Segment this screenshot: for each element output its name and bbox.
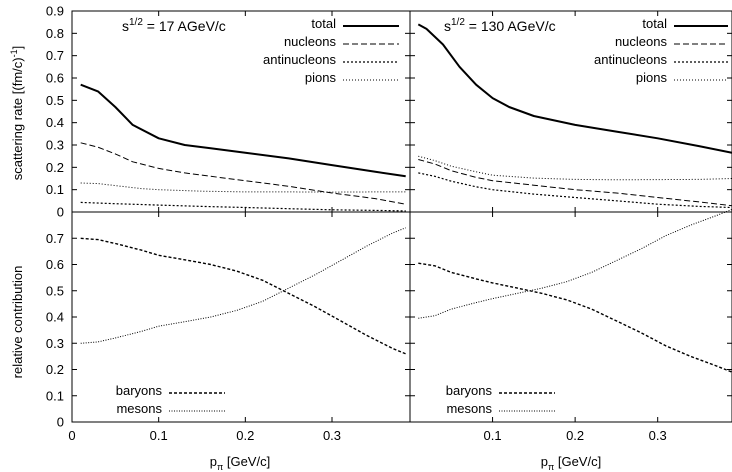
- series-line-baryons: [418, 262, 732, 373]
- series-line-nucleons: [80, 142, 406, 205]
- series-line-total: [80, 83, 406, 178]
- y-tick-label: 0.4: [46, 310, 64, 325]
- x-axis-label-right: pπ [GeV/c]: [541, 454, 601, 472]
- y-tick-label: 0.1: [46, 388, 64, 403]
- legend-bottom-left-baryons: baryons: [116, 383, 163, 398]
- energy-label-right: s1/2 = 130 AGeV/c: [444, 17, 556, 34]
- y-axis-label-bottom: relative contribution: [10, 266, 25, 379]
- x-tick-label: 0.3: [649, 428, 667, 443]
- y-tick-label: 0: [57, 415, 64, 430]
- energy-label-left: s1/2 = 17 AGeV/c: [122, 17, 226, 34]
- legend-top-right-antinucleons: antinucleons: [594, 52, 667, 67]
- series-line-pions: [418, 155, 732, 181]
- y-tick-label: 0.1: [46, 182, 64, 197]
- y-tick-label: 0.7: [46, 48, 64, 63]
- series-line-pions: [80, 182, 406, 193]
- y-tick-label: 0.5: [46, 93, 64, 108]
- legend-bottom-right-baryons: baryons: [446, 383, 493, 398]
- x-tick-label: 0.1: [150, 428, 168, 443]
- series-line-total: [417, 23, 732, 154]
- panel-top-left: 0 0.1 0.2 0.3 0.4 0.5 0.6 0.7 0.8 0.9: [46, 4, 411, 220]
- plot-area: 00.10.20.30.40.50.60.70.80.900.10.20.30.…: [46, 4, 732, 443]
- y-tick-label: 0: [57, 205, 64, 220]
- x-tick-label: 0.3: [323, 428, 341, 443]
- series-line-nucleons: [418, 159, 732, 207]
- legend-top-left-nucleons: nucleons: [284, 34, 337, 49]
- series-line-antinucleons: [80, 201, 406, 212]
- x-axis-label-left: pπ [GeV/c]: [210, 454, 270, 472]
- y-tick-label: 0.3: [46, 336, 64, 351]
- legend-top-right-nucleons: nucleons: [615, 34, 668, 49]
- y-tick-label: 0.6: [46, 257, 64, 272]
- y-tick-label: 0.4: [46, 115, 64, 130]
- legend-bottom-left-mesons: mesons: [116, 401, 162, 416]
- panel-frame: [71, 10, 411, 213]
- x-tick-label: 0: [68, 428, 75, 443]
- y-tick-label: 0.3: [46, 138, 64, 153]
- legend-top-left-total: total: [311, 16, 336, 31]
- x-tick-label: 0.2: [236, 428, 254, 443]
- y-tick-label: 0.9: [46, 4, 64, 19]
- x-tick-label: 0.1: [484, 428, 502, 443]
- panel-top-right: [409, 10, 732, 213]
- legend-bottom-right-mesons: mesons: [446, 401, 492, 416]
- x-tick-label: 0.2: [566, 428, 584, 443]
- y-tick-label: 0.8: [46, 26, 64, 41]
- y-tick-label: 0.7: [46, 231, 64, 246]
- series-line-baryons: [80, 237, 406, 355]
- y-axis-label-top: scattering rate [(fm/c)-1]: [9, 46, 25, 180]
- legend-top-left-antinucleons: antinucleons: [263, 52, 336, 67]
- series-line-antinucleons: [418, 172, 732, 209]
- y-tick-label: 0.6: [46, 71, 64, 86]
- series-line-mesons: [80, 227, 406, 344]
- legend-top-right-pions: pions: [636, 70, 668, 85]
- panel-bottom-right: 0.1 0.2 0.3: [409, 208, 732, 443]
- legend-top-right-total: total: [642, 16, 667, 31]
- legend-top-left-pions: pions: [305, 70, 337, 85]
- y-tick-label: 0.2: [46, 362, 64, 377]
- panel-frame: [409, 10, 732, 213]
- y-tick-label: 0.5: [46, 283, 64, 298]
- panel-bottom-left: 0 0.1 0.2 0.3 0.4 0.5 0.6 0.7 0 0.1 0.2 0.3: [46, 211, 411, 443]
- y-tick-label: 0.2: [46, 160, 64, 175]
- series-line-mesons: [418, 208, 732, 319]
